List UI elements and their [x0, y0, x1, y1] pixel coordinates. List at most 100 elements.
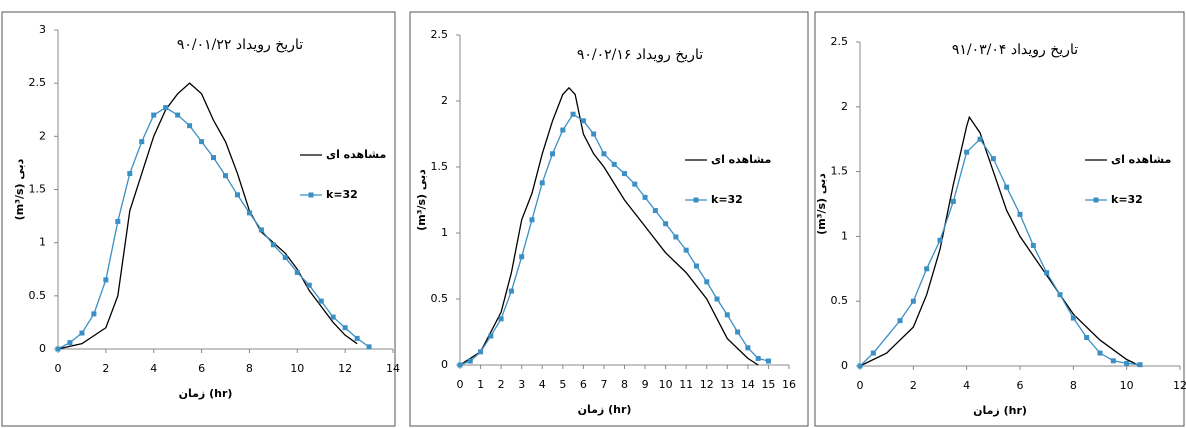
x-tick-label: 2 [102, 362, 109, 375]
y-axis-label: (m³/s) دبی [13, 158, 26, 220]
chart-title: تاریخ رویداد ۹۰/۰۱/۲۲ [177, 37, 303, 53]
point [103, 277, 109, 283]
point [1030, 242, 1036, 248]
point [1070, 315, 1076, 321]
point [560, 127, 566, 133]
point [306, 282, 312, 288]
x-tick-label: 0 [857, 379, 864, 392]
legend-label: k=32 [326, 188, 358, 201]
x-tick-label: 1 [477, 378, 484, 391]
point [211, 155, 217, 161]
point [714, 296, 720, 302]
y-tick-label: 2.5 [831, 35, 849, 48]
point [457, 362, 463, 368]
series-line [859, 138, 1141, 367]
x-tick-label: 16 [782, 378, 796, 391]
point [354, 335, 360, 341]
x-tick-label: 9 [642, 378, 649, 391]
point [478, 349, 484, 355]
y-tick-label: 1 [841, 229, 848, 242]
point [258, 227, 264, 233]
y-axis-label: (m³/s) دبی [415, 169, 428, 231]
x-tick-label: 12 [338, 362, 352, 375]
x-tick-label: 10 [659, 378, 673, 391]
point [1097, 350, 1103, 356]
point [857, 363, 863, 369]
point [632, 181, 638, 187]
x-tick-label: 11 [679, 378, 693, 391]
legend-label: مشاهده ای [326, 148, 386, 161]
legend-label: k=32 [711, 193, 743, 206]
point [519, 254, 525, 260]
point [330, 314, 336, 320]
point [163, 105, 169, 111]
legend-marker [693, 197, 699, 203]
point [67, 340, 73, 346]
point [683, 247, 689, 253]
y-tick-label: 0 [841, 359, 848, 372]
point [115, 218, 121, 224]
series-line [57, 82, 358, 350]
x-tick-label: 10 [290, 362, 304, 375]
point [601, 151, 607, 157]
x-tick-label: 8 [246, 362, 253, 375]
x-tick-label: 2 [498, 378, 505, 391]
y-tick-label: 2.5 [29, 76, 47, 89]
y-tick-label: 0 [39, 342, 46, 355]
point [964, 149, 970, 155]
legend-marker [1093, 197, 1099, 203]
y-tick-label: 2 [441, 94, 448, 107]
point [910, 298, 916, 304]
series-line [859, 115, 1141, 367]
x-tick-label: 4 [539, 378, 546, 391]
point [652, 208, 658, 214]
series-line [459, 86, 759, 366]
point [580, 118, 586, 124]
x-tick-label: 10 [1120, 379, 1134, 392]
y-tick-label: 2 [841, 100, 848, 113]
point [175, 112, 181, 118]
y-tick-label: 1 [441, 226, 448, 239]
x-tick-label: 0 [457, 378, 464, 391]
x-tick-label: 0 [55, 362, 62, 375]
point [294, 269, 300, 275]
x-tick-label: 12 [700, 378, 714, 391]
point [282, 255, 288, 261]
x-tick-label: 15 [761, 378, 775, 391]
y-tick-label: 0.5 [29, 289, 47, 302]
point [622, 171, 627, 177]
x-tick-label: 6 [1017, 379, 1024, 392]
x-tick-label: 12 [1173, 379, 1186, 392]
point [234, 192, 240, 198]
chart-title: تاریخ رویداد ۹۱/۰۳/۰۴ [952, 42, 1078, 58]
x-tick-label: 14 [386, 362, 400, 375]
legend-label: k=32 [1111, 193, 1143, 206]
point [1124, 360, 1130, 366]
legend-marker [308, 192, 314, 198]
point [937, 237, 943, 243]
x-axis-label: زمان (hr) [973, 404, 1027, 417]
series-line [57, 106, 370, 350]
chart-title: تاریخ رویداد ۹۰/۰۲/۱۶ [577, 47, 703, 63]
point [127, 171, 133, 177]
y-axis-label: (m³/s) دبی [815, 173, 828, 235]
x-tick-label: 6 [580, 378, 587, 391]
point [724, 312, 730, 318]
x-tick-label: 6 [198, 362, 205, 375]
point [1057, 292, 1063, 298]
point [765, 358, 771, 364]
point [990, 156, 996, 162]
point [539, 180, 545, 186]
x-tick-label: 4 [150, 362, 157, 375]
point [870, 350, 876, 356]
panel-frame [409, 11, 809, 427]
point [755, 355, 761, 361]
point [663, 221, 669, 227]
point [1110, 358, 1116, 364]
point [897, 318, 903, 324]
x-tick-label: 13 [720, 378, 734, 391]
panel-frame [1, 11, 396, 427]
point [570, 111, 576, 117]
